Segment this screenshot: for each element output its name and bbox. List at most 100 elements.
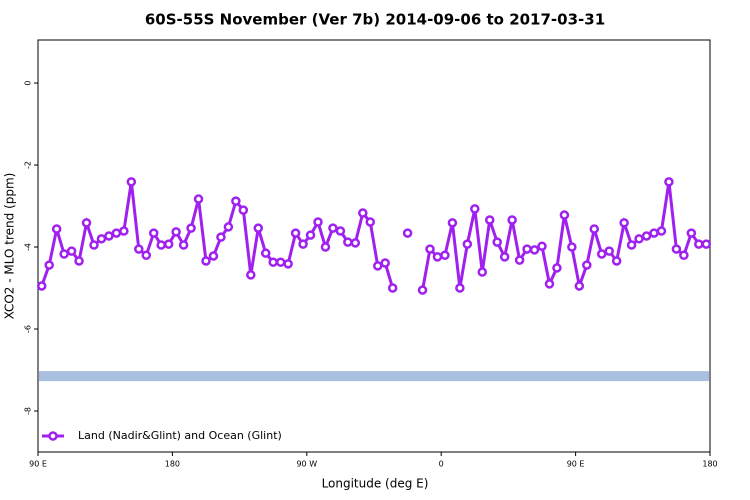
data-point (208, 251, 219, 261)
data-point (320, 242, 331, 252)
data-point (462, 239, 473, 249)
data-point (567, 242, 577, 252)
data-point (260, 248, 271, 258)
data-point (522, 244, 532, 254)
data-point (686, 228, 697, 238)
legend-label: Land (Nadir&Glint) and Ocean (Glint) (78, 429, 282, 442)
data-point (626, 240, 637, 250)
x-tick-label: 180 (702, 460, 717, 469)
x-tick-label: 180 (165, 460, 180, 469)
data-point (477, 267, 488, 277)
data-point (163, 239, 174, 249)
data-point (134, 244, 144, 254)
data-point (529, 245, 540, 255)
data-point (440, 250, 450, 260)
data-point (223, 222, 234, 232)
data-point (619, 218, 629, 228)
data-point (44, 260, 54, 270)
data-point (290, 228, 301, 238)
data-point (425, 244, 435, 254)
data-point (559, 210, 570, 220)
data-point (246, 270, 256, 280)
y-axis-label: XCO2 - MLO trend (ppm) (3, 173, 17, 320)
x-axis-label: Longitude (deg E) (322, 477, 429, 491)
data-point (694, 239, 704, 249)
data-point (119, 226, 129, 236)
data-point (574, 281, 585, 291)
data-point (96, 234, 107, 244)
data-point (283, 259, 293, 269)
data-point (193, 194, 204, 204)
data-point (514, 255, 525, 265)
data-point (649, 228, 659, 238)
data-point (372, 261, 383, 271)
data-point (51, 224, 62, 234)
data-point (634, 234, 644, 244)
data-point (671, 244, 682, 254)
y-tick-label: -6 (24, 325, 33, 333)
data-point (604, 246, 614, 256)
data-point (664, 177, 674, 187)
data-point (111, 228, 122, 238)
data-point (104, 231, 114, 241)
data-point (268, 257, 278, 267)
data-point (350, 238, 361, 248)
data-point (66, 246, 77, 256)
data-point (455, 283, 465, 293)
data-point (499, 252, 510, 262)
data-point (238, 205, 249, 215)
x-tick-label: 90 E (567, 460, 585, 469)
data-point (328, 223, 338, 233)
data-point (148, 228, 159, 238)
data-point (387, 283, 398, 293)
data-point (380, 258, 390, 268)
data-point (305, 230, 316, 240)
data-point (201, 256, 211, 266)
data-point (492, 237, 502, 247)
data-point (507, 215, 517, 225)
data-point (343, 237, 353, 247)
data-point (186, 223, 196, 233)
data-point (417, 285, 428, 295)
y-tick-label: 0 (24, 80, 33, 85)
y-tick-label: -8 (24, 407, 33, 415)
chart-title: 60S-55S November (Ver 7b) 2014-09-06 to … (145, 11, 605, 29)
data-point (231, 196, 241, 206)
data-point (313, 217, 323, 227)
data-point (81, 218, 92, 228)
data-point (537, 241, 547, 251)
data-point (358, 208, 368, 218)
x-tick-label: 90 E (29, 460, 47, 469)
y-tick-label: -2 (24, 161, 33, 169)
data-point (701, 239, 712, 249)
data-point (178, 240, 189, 250)
data-line (421, 181, 707, 292)
data-point (544, 279, 555, 289)
data-point (656, 226, 667, 236)
data-point (59, 249, 69, 259)
data-point (447, 218, 458, 228)
data-point (589, 224, 600, 234)
data-point (335, 226, 346, 236)
data-point (156, 240, 166, 250)
data-point (365, 217, 376, 227)
data-point (74, 256, 84, 266)
y-tick-label: -4 (24, 243, 33, 251)
data-point (484, 215, 495, 225)
data-point (596, 249, 607, 259)
data-point (253, 223, 264, 233)
data-point (298, 239, 308, 249)
data-point (89, 240, 99, 250)
data-point (432, 252, 443, 262)
data-point (679, 250, 689, 260)
x-tick-label: 90 W (296, 460, 317, 469)
data-point (275, 257, 286, 267)
data-point (611, 256, 622, 266)
data-point (582, 260, 592, 270)
data-point (126, 177, 137, 187)
data-point (36, 281, 47, 291)
data-point (141, 250, 152, 260)
data-point (641, 231, 652, 241)
data-point (171, 227, 181, 237)
